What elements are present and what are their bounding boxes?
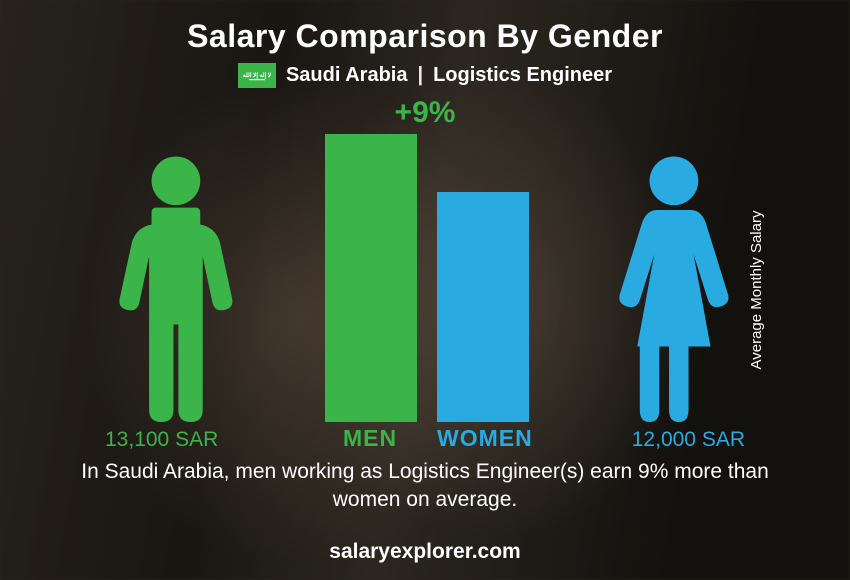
footer-source: salaryexplorer.com bbox=[0, 540, 850, 564]
chart-area: +9% 13,100 SAR bbox=[75, 96, 775, 456]
subtitle-divider: | bbox=[417, 64, 423, 87]
job-label: Logistics Engineer bbox=[433, 64, 612, 87]
country-label: Saudi Arabia bbox=[286, 64, 408, 87]
female-figure-icon bbox=[613, 154, 735, 422]
men-bar-label: MEN bbox=[343, 425, 397, 452]
infographic-container: Salary Comparison By Gender لا إله إلا ا… bbox=[0, 0, 850, 580]
svg-text:لا إله إلا الله: لا إله إلا الله bbox=[243, 72, 271, 79]
flag-icon: لا إله إلا الله bbox=[238, 63, 276, 88]
subtitle-row: لا إله إلا الله Saudi Arabia | Logistics… bbox=[238, 63, 612, 88]
percent-diff-label: +9% bbox=[395, 96, 456, 130]
women-bar bbox=[437, 192, 529, 422]
women-salary-label: 12,000 SAR bbox=[632, 428, 745, 452]
men-salary-label: 13,100 SAR bbox=[105, 428, 218, 452]
men-bar bbox=[325, 134, 417, 422]
page-title: Salary Comparison By Gender bbox=[187, 18, 663, 55]
yaxis-label: Average Monthly Salary bbox=[748, 211, 765, 370]
women-bar-label: WOMEN bbox=[437, 425, 533, 452]
description-text: In Saudi Arabia, men working as Logistic… bbox=[65, 458, 785, 515]
male-figure-icon bbox=[115, 154, 237, 422]
